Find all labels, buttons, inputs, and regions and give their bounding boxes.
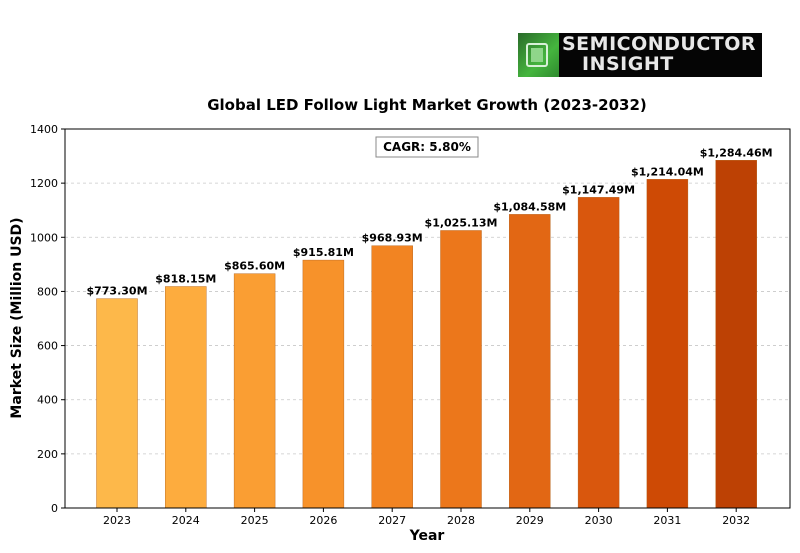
bars: [96, 160, 757, 509]
bar-2029: [509, 214, 551, 509]
data-label-2031: $1,214.04M: [631, 165, 704, 178]
y-tick-label: 0: [51, 502, 58, 515]
y-tick-label: 1200: [30, 177, 58, 190]
bar-2032: [715, 160, 757, 509]
y-tick-label: 600: [37, 340, 58, 353]
data-label-2023: $773.30M: [86, 285, 147, 298]
x-tick-label-2031: 2031: [653, 514, 681, 527]
x-axis-ticks: 2023 2024 2025 2026 2027 2028 2029 2030 2031 2032: [103, 508, 750, 527]
y-tick-label: 400: [37, 394, 58, 407]
data-label-2026: $915.81M: [293, 246, 354, 259]
x-tick-label-2028: 2028: [447, 514, 475, 527]
data-label-2027: $968.93M: [362, 232, 423, 245]
y-tick-label: 200: [37, 448, 58, 461]
data-label-2032: $1,284.46M: [700, 146, 773, 159]
data-label-2030: $1,147.49M: [562, 183, 635, 196]
bar-2027: [371, 245, 413, 509]
semiconductor-insight-logo: SEMICONDUCTOR INSIGHT: [518, 33, 762, 77]
bar-2030: [577, 197, 620, 509]
x-tick-label-2026: 2026: [309, 514, 337, 527]
data-labels: $773.30M $818.15M $865.60M $915.81M $968.93M…: [86, 146, 772, 297]
logo-text-line2: INSIGHT: [582, 53, 674, 75]
y-tick-label: 800: [37, 285, 58, 298]
x-tick-label-2024: 2024: [172, 514, 200, 527]
plot-frame: [64, 128, 791, 509]
y-tick-label: 1000: [30, 231, 58, 244]
x-tick-label-2030: 2030: [585, 514, 613, 527]
x-tick-label-2029: 2029: [516, 514, 544, 527]
bar-2023: [96, 298, 138, 509]
chip-icon-outline: [526, 43, 548, 67]
data-label-2025: $865.60M: [224, 260, 285, 273]
bar-2031: [646, 179, 689, 509]
x-tick-label-2023: 2023: [103, 514, 131, 527]
data-label-2024: $818.15M: [155, 273, 216, 286]
y-tick-label: 1400: [30, 123, 58, 136]
x-tick-label-2027: 2027: [378, 514, 406, 527]
chart-title: Global LED Follow Light Market Growth (2…: [207, 96, 647, 114]
x-axis-title: Year: [409, 528, 445, 544]
data-label-2028: $1,025.13M: [425, 216, 498, 229]
cagr-annotation: CAGR: 5.80%: [383, 140, 471, 154]
y-axis-title: Market Size (Million USD): [9, 217, 25, 418]
logo-text-line1: SEMICONDUCTOR: [562, 33, 757, 55]
x-tick-label-2025: 2025: [241, 514, 269, 527]
chip-icon-core: [531, 48, 543, 62]
bar-2026: [302, 259, 345, 509]
x-tick-label-2032: 2032: [722, 514, 750, 527]
bar-2028: [440, 230, 482, 509]
cagr-annotation-box: [375, 136, 479, 158]
y-axis-ticks: 0 200 400 600 800 1000 1200 1400: [30, 123, 65, 515]
bar-2024: [165, 286, 207, 509]
bar-2025: [233, 273, 276, 509]
data-label-2029: $1,084.58M: [493, 200, 566, 213]
